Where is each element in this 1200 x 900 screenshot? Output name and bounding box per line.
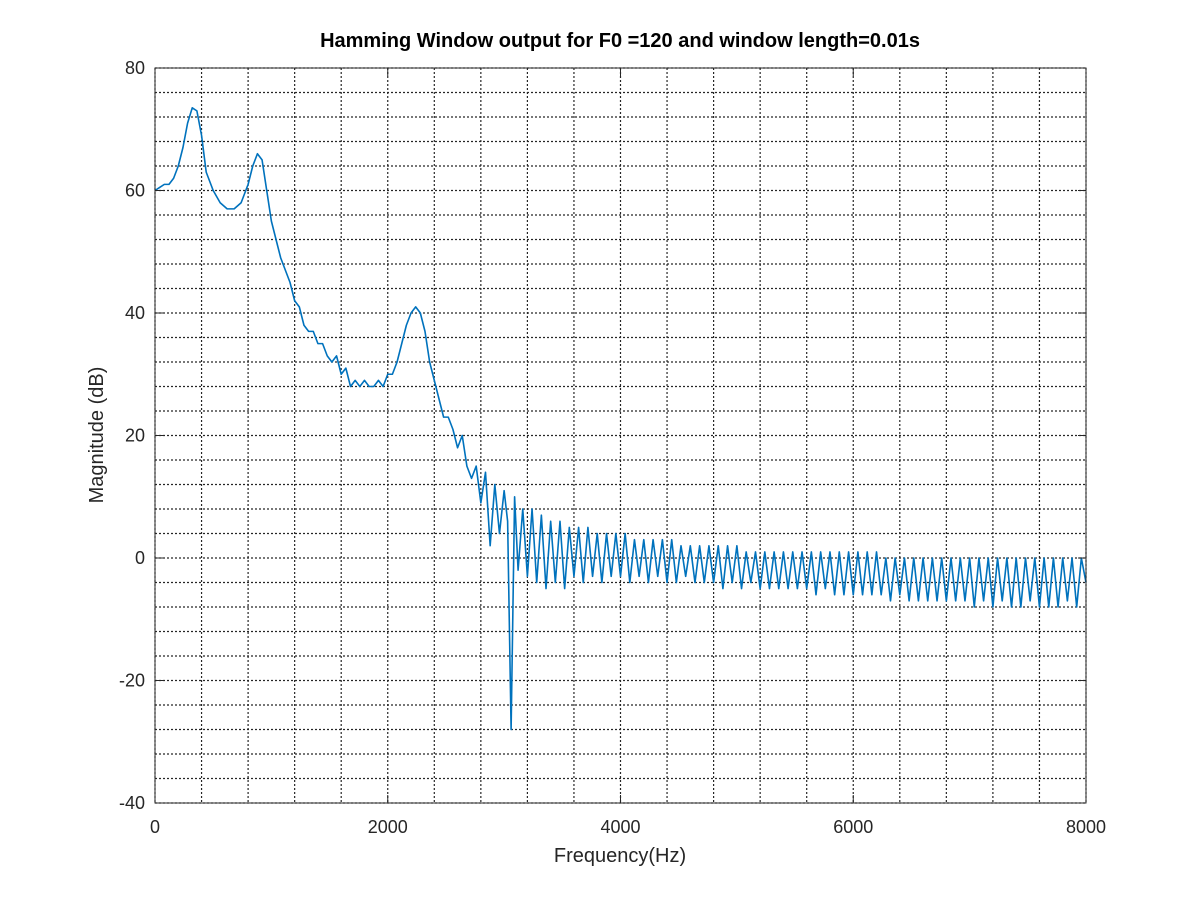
x-tick-label: 4000 [600, 817, 640, 837]
series-line-1 [154, 107, 1087, 731]
y-tick-label: -40 [119, 793, 145, 813]
y-axis-label: Magnitude (dB) [86, 367, 108, 504]
x-axis-label: Frequency(Hz) [554, 845, 686, 867]
x-tick-label: 0 [150, 817, 160, 837]
tick-layer: 0 2000 4000 6000 8000 -40 -20 0 20 40 60 80 [119, 58, 1106, 837]
y-tick-label: 80 [125, 58, 145, 78]
series-layer [154, 107, 1087, 731]
y-tick-label: -20 [119, 671, 145, 691]
y-tick-label: 0 [135, 548, 145, 568]
chart-title: Hamming Window output for F0 =120 and wi… [320, 30, 920, 52]
x-tick-label: 6000 [833, 817, 873, 837]
y-tick-label: 60 [125, 181, 145, 201]
y-tick-label: 40 [125, 303, 145, 323]
x-tick-label: 8000 [1066, 817, 1106, 837]
y-tick-label: 20 [125, 426, 145, 446]
grid-layer [154, 67, 1087, 804]
x-tick-label: 2000 [368, 817, 408, 837]
